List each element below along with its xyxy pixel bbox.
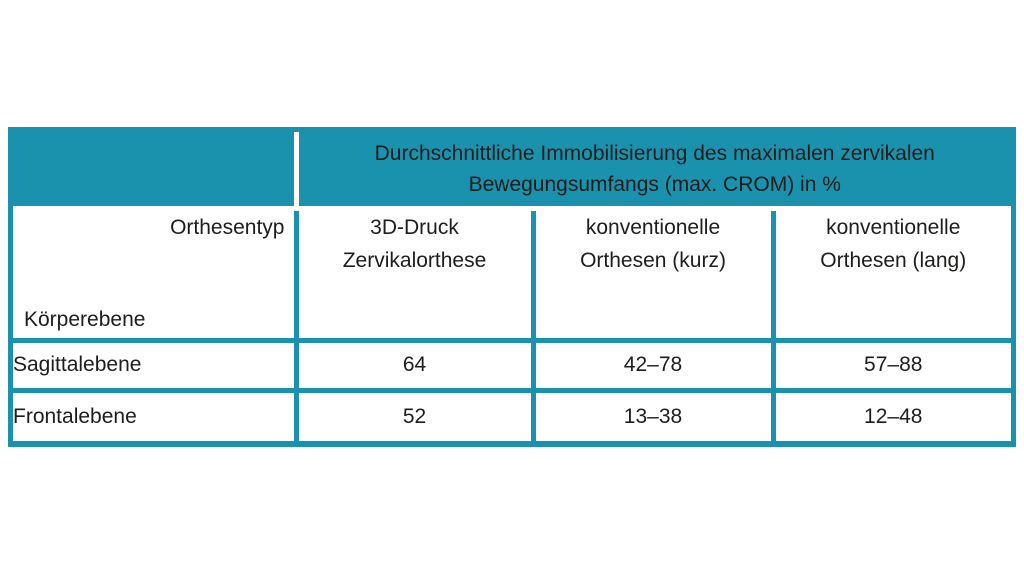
row-label: Sagittalebene bbox=[13, 340, 296, 394]
blank-corner-cell bbox=[13, 132, 299, 211]
value-cell: 12–48 bbox=[770, 390, 1011, 441]
column-header-konventionell-lang: konventionelle Orthesen (lang) bbox=[770, 208, 1011, 343]
table-header-band-row: Durchschnittliche Immobilisierung des ma… bbox=[13, 132, 1011, 211]
value-cell: 42–78 bbox=[530, 340, 773, 394]
main-header-cell: Durchschnittliche Immobilisierung des ma… bbox=[296, 132, 1011, 211]
table-row-sagittalebene: Sagittalebene 64 42–78 57–88 bbox=[13, 340, 1011, 394]
row-dimension-label: Körperebene bbox=[24, 307, 146, 331]
value-cell: 13–38 bbox=[530, 390, 773, 441]
value-cell: 57–88 bbox=[770, 340, 1011, 394]
crom-table: Durchschnittliche Immobilisierung des ma… bbox=[13, 132, 1011, 441]
column-dimension-label: Orthesentyp bbox=[170, 215, 285, 239]
axis-corner-cell: Orthesentyp Körperebene bbox=[13, 208, 296, 343]
value-cell: 52 bbox=[293, 390, 533, 441]
value-cell: 64 bbox=[293, 340, 533, 394]
row-label: Frontalebene bbox=[13, 390, 296, 441]
column-header-konventionell-kurz: konventionelle Orthesen (kurz) bbox=[530, 208, 773, 343]
table-row-frontalebene: Frontalebene 52 13–38 12–48 bbox=[13, 390, 1011, 441]
column-header-3d-druck: 3D-Druck Zervikalorthese bbox=[293, 208, 533, 343]
axis-corner-layout: Orthesentyp Körperebene bbox=[13, 211, 294, 334]
crom-table-frame: Durchschnittliche Immobilisierung des ma… bbox=[8, 127, 1016, 447]
column-header-row: Orthesentyp Körperebene 3D-Druck Zervika… bbox=[13, 208, 1011, 343]
